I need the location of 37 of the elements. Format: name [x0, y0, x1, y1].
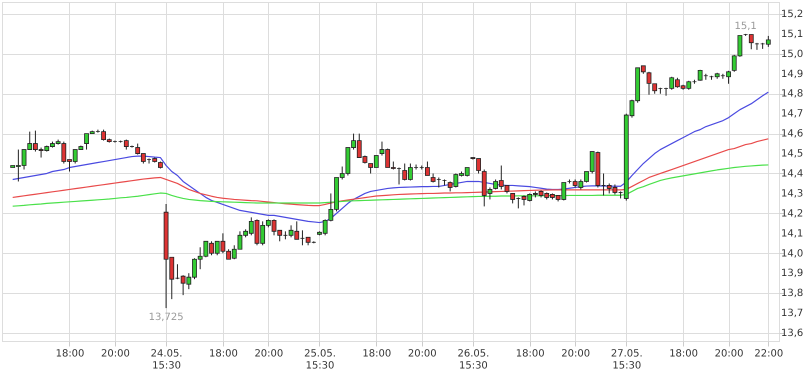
x-tick-label: 20:00 — [101, 348, 130, 360]
line-series — [12, 164, 769, 207]
x-tick-label: 20:00 — [561, 348, 590, 360]
y-tick-label: 14,6 — [781, 128, 804, 140]
y-tick-label: 14,5 — [781, 148, 804, 160]
y-tick-label: 13,6 — [781, 328, 804, 340]
y-tick-label: 14,8 — [781, 88, 804, 100]
y-tick-label: 15,0 — [781, 48, 804, 60]
annotation: 15,1 — [734, 20, 757, 32]
x-tick-label: 27.05. 15:30 — [610, 348, 643, 372]
y-tick-label: 15,2 — [781, 8, 804, 20]
x-tick-label: 18:00 — [208, 348, 238, 360]
x-tick-label: 22:00 — [754, 348, 784, 360]
x-tick-label: 26.05. 15:30 — [457, 348, 490, 372]
line-series — [12, 138, 769, 206]
y-tick-label: 13,7 — [781, 308, 804, 320]
x-tick-label: 18:00 — [362, 348, 392, 360]
y-tick-label: 14,0 — [781, 248, 804, 260]
x-tick-label: 24.05. 15:30 — [150, 348, 182, 372]
line-series — [12, 92, 769, 224]
y-tick-label: 14,7 — [781, 108, 804, 120]
y-tick-label: 13,9 — [781, 268, 804, 280]
y-tick-label: 13,8 — [781, 288, 804, 300]
y-tick-label: 15,1 — [781, 28, 804, 40]
x-tick-label: 20:00 — [714, 348, 744, 360]
y-tick-label: 14,2 — [781, 208, 804, 220]
y-tick-label: 14,3 — [781, 188, 804, 200]
y-tick-label: 14,9 — [781, 68, 804, 80]
x-tick-label: 25.05. 15:30 — [304, 348, 336, 372]
x-tick-label: 20:00 — [408, 348, 437, 360]
y-tick-label: 14,4 — [781, 168, 804, 180]
annotation: 13,725 — [148, 312, 184, 324]
x-tick-label: 18:00 — [516, 348, 545, 360]
x-tick-label: 18:00 — [669, 348, 698, 360]
y-tick-label: 14,1 — [781, 228, 804, 240]
x-tick-label: 20:00 — [254, 348, 284, 360]
x-tick-label: 18:00 — [56, 348, 84, 360]
